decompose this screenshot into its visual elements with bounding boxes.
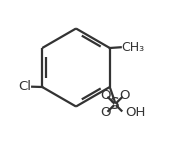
Text: O: O [101, 106, 111, 119]
Text: CH₃: CH₃ [121, 41, 144, 54]
Text: S: S [110, 97, 120, 112]
Text: O: O [101, 89, 111, 102]
Text: O: O [119, 89, 129, 102]
Text: OH: OH [125, 106, 145, 119]
Text: Cl: Cl [18, 80, 31, 93]
